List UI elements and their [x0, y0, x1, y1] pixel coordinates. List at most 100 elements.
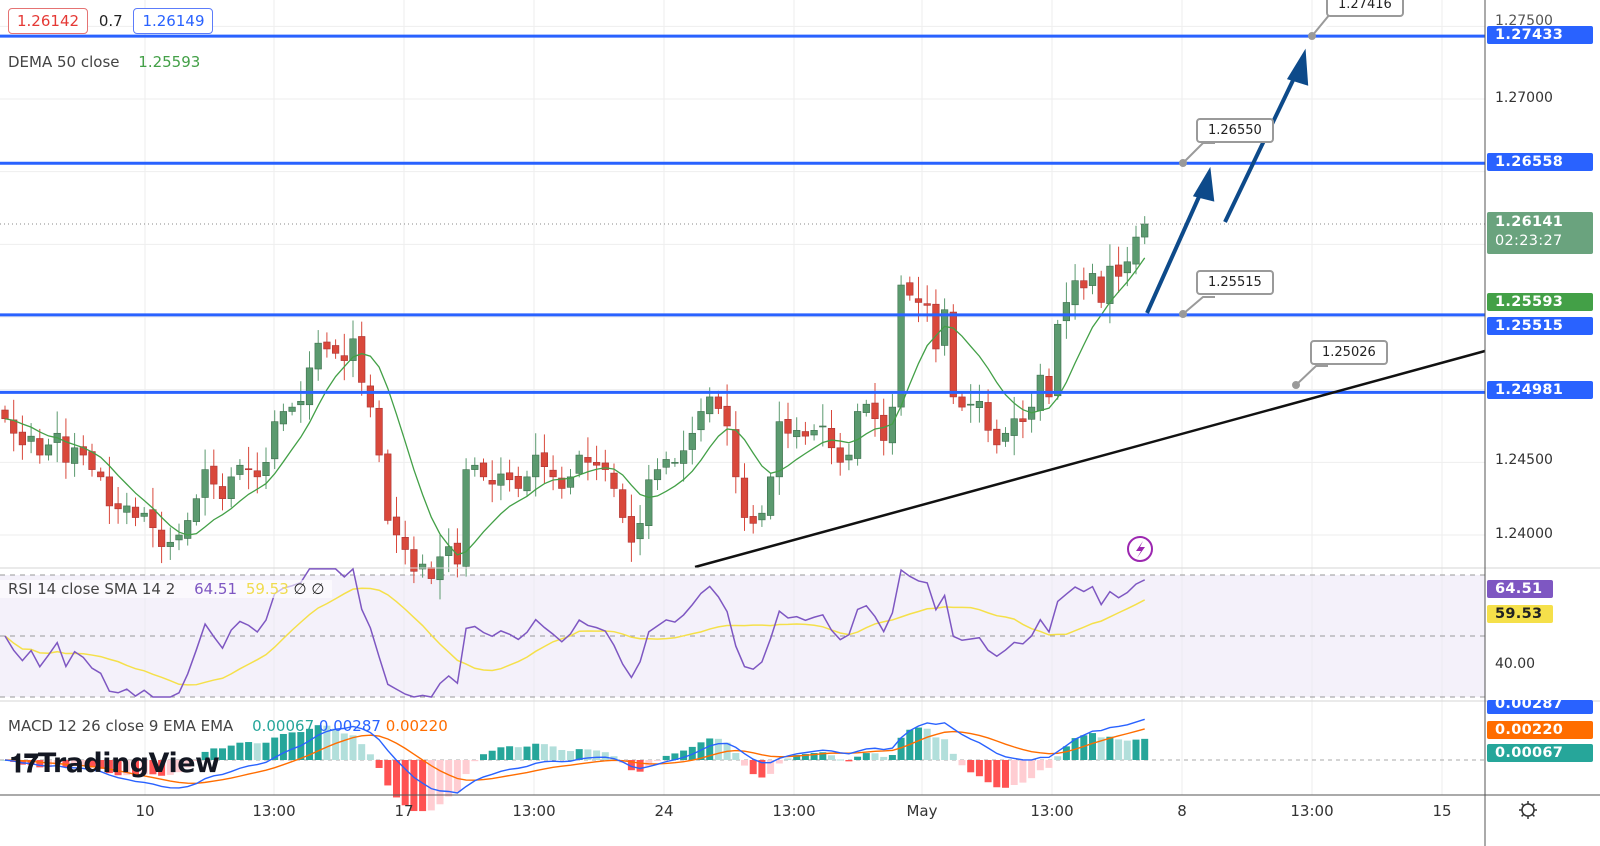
macd-hist-bar [462, 760, 470, 775]
macd-hist-bar [558, 749, 566, 760]
candle [271, 410, 279, 470]
candle [1106, 244, 1114, 324]
candle-body [44, 444, 53, 456]
candle-body [523, 476, 531, 492]
candle [1010, 396, 1018, 456]
candle [279, 403, 288, 432]
ask-button[interactable]: 1.26149 [133, 8, 214, 34]
macd-hist-bar [349, 735, 357, 760]
dema-tag: 1.25593 [1487, 293, 1593, 311]
candle [462, 458, 470, 577]
candle-body [97, 471, 105, 478]
candle [827, 410, 836, 465]
macd-hist-bar [1123, 740, 1131, 760]
candle-body [88, 451, 96, 470]
tradingview-logo[interactable]: 𝟏𝟕TradingView [10, 748, 220, 780]
macd-hist-bar [1089, 733, 1096, 760]
candle-body [410, 549, 418, 572]
candle [967, 384, 975, 423]
macd-hist-bar [71, 760, 79, 767]
bid-button[interactable]: 1.26142 [8, 8, 89, 34]
hist-tag: 0.00067 [1487, 744, 1593, 762]
macd-hist-bar [993, 760, 1001, 788]
candle [201, 449, 209, 516]
candle [105, 456, 113, 524]
candle [532, 433, 540, 497]
candle [566, 469, 575, 495]
candle-body [184, 520, 192, 539]
rsi-sma-value: 59.53 [245, 580, 289, 598]
macd-signal-value: 0.00220 [385, 717, 448, 735]
price-callout[interactable]: 1.25515 [1196, 270, 1274, 295]
macd-hist-bar [732, 753, 740, 760]
candle-body [479, 462, 488, 478]
candle [732, 411, 740, 494]
price-tick: 1.27000 [1495, 90, 1553, 106]
candle [184, 512, 192, 546]
candle-body [210, 465, 218, 485]
macd-hist-bar [532, 743, 540, 760]
candle-body [140, 512, 148, 517]
candle-body [462, 469, 470, 567]
macd-hist-bar [219, 748, 226, 760]
candle [114, 487, 122, 524]
macd-hist-bar [888, 755, 896, 760]
rsi-tag: 64.51 [1487, 580, 1553, 598]
settings-gear-icon[interactable] [1519, 801, 1537, 819]
candle [1071, 264, 1079, 320]
macd-hist-bar [132, 760, 139, 776]
candle [723, 384, 731, 446]
candle-body [1062, 302, 1070, 322]
macd-hist-bar [236, 742, 244, 760]
candle-body [340, 355, 348, 361]
candle-body [758, 512, 766, 521]
candle-body [671, 462, 679, 464]
candle-body [384, 453, 392, 521]
candle-body [62, 436, 70, 463]
candle [836, 432, 844, 476]
candle [314, 330, 322, 381]
candle [88, 443, 96, 477]
rsi-line [4, 567, 1146, 698]
candle [384, 449, 392, 525]
price-callout[interactable]: 1.26550 [1196, 118, 1274, 143]
macd-hist-bar [175, 760, 183, 773]
candle [679, 430, 688, 482]
macd-hist-bar [1097, 737, 1105, 760]
candle-body [253, 470, 261, 478]
level-tag: 1.27433 [1487, 26, 1593, 44]
macd-hist-bar [166, 760, 174, 775]
candle-body [575, 454, 583, 474]
candle-body [1010, 418, 1018, 436]
rsi-tick: 40.00 [1495, 656, 1536, 672]
candle-body [1054, 323, 1062, 397]
macd-hist-bar [184, 760, 192, 768]
candle-body [158, 529, 166, 547]
candle [775, 401, 783, 495]
candle-body [819, 425, 827, 428]
price-callout[interactable]: 1.27416 [1326, 0, 1404, 17]
macd-hist-bar [801, 754, 809, 760]
candle-body [279, 411, 288, 425]
price-tick: 1.24500 [1495, 452, 1553, 468]
time-tick: 13:00 [1290, 802, 1334, 820]
candle-body [497, 473, 505, 486]
macd-hist-bar [819, 752, 827, 760]
macd-hist-bar [488, 750, 496, 760]
price-callout[interactable]: 1.25026 [1310, 340, 1388, 365]
candle-body [488, 480, 496, 485]
candle [853, 403, 862, 466]
macd-hist-bar [401, 760, 409, 806]
candle-body [166, 541, 174, 547]
lightning-icon[interactable] [1127, 536, 1153, 562]
candle-body [1071, 280, 1079, 306]
macd-hist-bar [845, 760, 853, 762]
candle [932, 289, 940, 363]
candle [18, 415, 27, 460]
candle-body [540, 452, 548, 467]
macd-hist-bar [1141, 738, 1149, 760]
macd-hist-value: 0.00067 [252, 717, 315, 735]
candle-body [1097, 276, 1105, 303]
candle-body [331, 345, 340, 354]
